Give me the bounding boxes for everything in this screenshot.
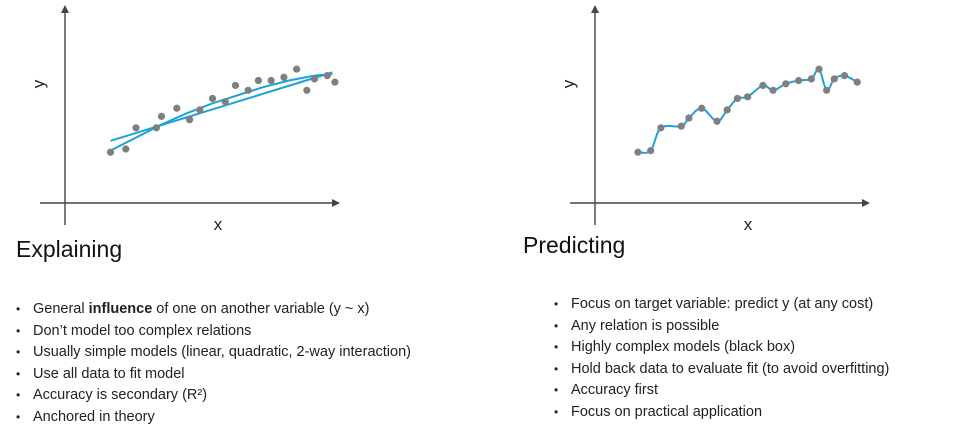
linear-fit-line <box>111 72 333 140</box>
data-point <box>831 75 838 82</box>
data-point <box>815 66 822 73</box>
data-point <box>782 80 789 87</box>
data-point <box>324 72 331 79</box>
bullet-item: Accuracy is secondary (R²) <box>14 385 411 407</box>
data-point <box>280 74 287 81</box>
bullet-item: Focus on target variable: predict y (at … <box>552 294 889 316</box>
data-point <box>734 95 741 102</box>
x-axis-label: x <box>214 215 223 234</box>
data-point <box>841 72 848 79</box>
bullet-item: Hold back data to evaluate fit (to avoid… <box>552 359 889 381</box>
quadratic-fit-line <box>111 74 333 151</box>
x-axis-arrowhead <box>862 199 870 207</box>
data-point <box>795 77 802 84</box>
data-point <box>173 105 180 112</box>
bullet-item: Accuracy first <box>552 380 889 402</box>
y-axis-arrowhead <box>591 5 599 13</box>
data-point <box>634 149 641 156</box>
predicting-heading: Predicting <box>523 232 625 259</box>
data-point <box>293 66 300 73</box>
y-axis-arrowhead <box>61 5 69 13</box>
data-point <box>823 87 830 94</box>
data-point <box>186 116 193 123</box>
explaining-chart: xy <box>0 0 360 235</box>
data-point <box>331 79 338 86</box>
data-point <box>678 123 685 130</box>
data-point <box>685 114 692 121</box>
bullet-item: Don’t model too complex relations <box>14 321 411 343</box>
explaining-bullet-list: General influence of one on another vari… <box>14 299 411 428</box>
x-axis-arrowhead <box>332 199 340 207</box>
data-point <box>232 82 239 89</box>
bullet-item: Any relation is possible <box>552 316 889 338</box>
bullet-item: General influence of one on another vari… <box>14 299 411 321</box>
y-axis-label: y <box>559 79 578 88</box>
data-point <box>255 77 262 84</box>
data-point <box>657 124 664 131</box>
explaining-heading: Explaining <box>16 236 122 263</box>
bullet-item: Focus on practical application <box>552 402 889 424</box>
data-point <box>209 95 216 102</box>
bullet-item: Use all data to fit model <box>14 364 411 386</box>
y-axis-label: y <box>29 79 48 88</box>
data-point <box>122 145 129 152</box>
data-point <box>245 87 252 94</box>
data-point <box>744 93 751 100</box>
data-point <box>808 75 815 82</box>
data-point <box>222 98 229 105</box>
predicting-bullet-list: Focus on target variable: predict y (at … <box>552 294 889 423</box>
data-point <box>268 77 275 84</box>
data-point <box>647 147 654 154</box>
data-point <box>107 149 114 156</box>
data-point <box>303 87 310 94</box>
x-axis-label: x <box>744 215 753 234</box>
bullet-item: Usually simple models (linear, quadratic… <box>14 342 411 364</box>
data-point <box>854 79 861 86</box>
data-point <box>132 124 139 131</box>
data-point <box>713 118 720 125</box>
data-point <box>158 113 165 120</box>
data-point <box>759 82 766 89</box>
data-point <box>770 87 777 94</box>
data-point <box>153 124 160 131</box>
data-point <box>724 106 731 113</box>
predicting-chart: xy <box>530 0 890 235</box>
bullet-item: Highly complex models (black box) <box>552 337 889 359</box>
data-point <box>698 105 705 112</box>
data-point <box>311 75 318 82</box>
data-point <box>196 106 203 113</box>
overfit-curve-line <box>638 69 857 153</box>
